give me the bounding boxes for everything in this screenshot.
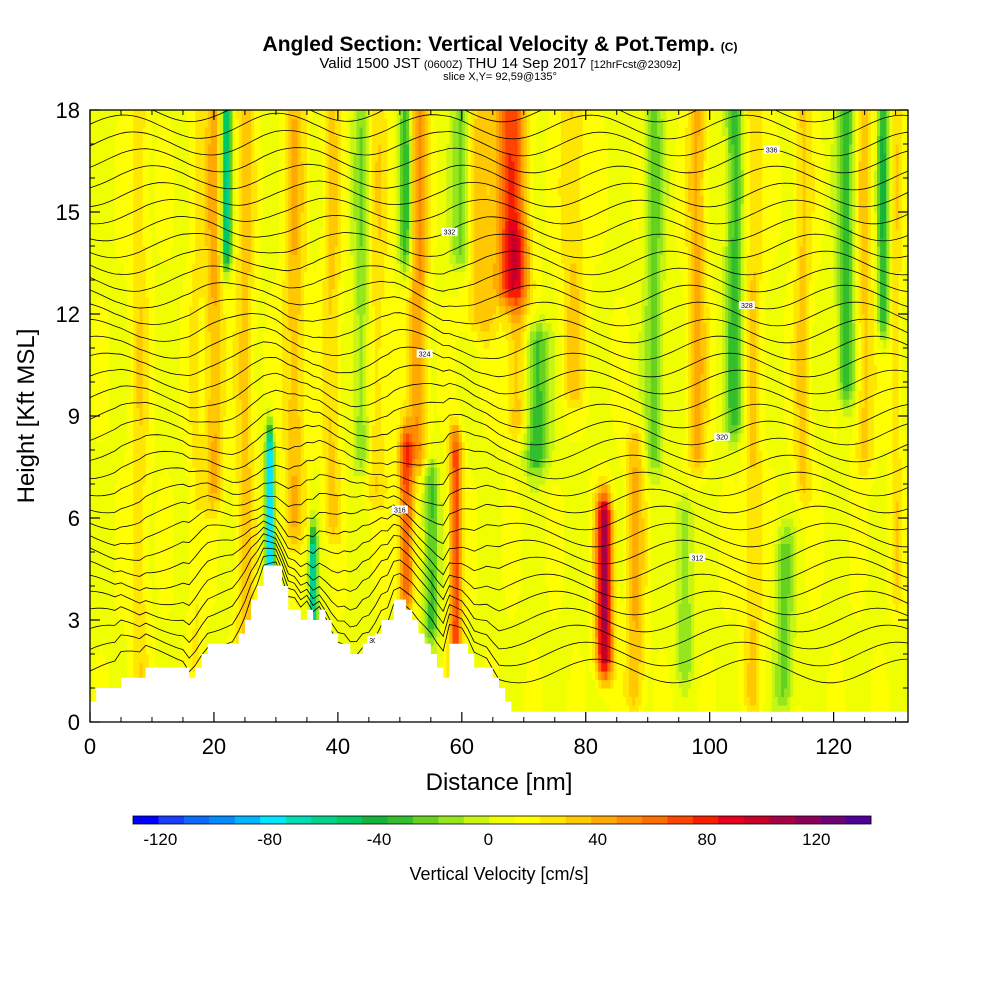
cross-section-chart: 308312316320324328332336340 0 20 40 60 80 100… xyxy=(0,0,1000,1000)
